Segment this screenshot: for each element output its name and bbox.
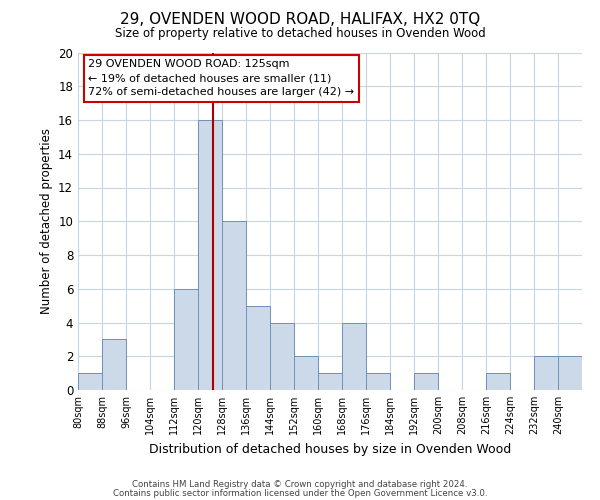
Text: Contains public sector information licensed under the Open Government Licence v3: Contains public sector information licen… (113, 490, 487, 498)
Bar (366, 373, 390, 390)
Bar (342, 322, 366, 390)
Bar (534, 356, 558, 390)
Bar (78, 373, 102, 390)
Y-axis label: Number of detached properties: Number of detached properties (40, 128, 53, 314)
Text: Size of property relative to detached houses in Ovenden Wood: Size of property relative to detached ho… (115, 28, 485, 40)
Bar (318, 373, 342, 390)
Bar (294, 356, 318, 390)
Text: 29 OVENDEN WOOD ROAD: 125sqm
← 19% of detached houses are smaller (11)
72% of se: 29 OVENDEN WOOD ROAD: 125sqm ← 19% of de… (88, 59, 354, 97)
Bar (198, 120, 222, 390)
Bar (222, 221, 246, 390)
Bar (270, 322, 294, 390)
Bar (414, 373, 438, 390)
Bar (102, 340, 126, 390)
Bar (486, 373, 510, 390)
X-axis label: Distribution of detached houses by size in Ovenden Wood: Distribution of detached houses by size … (149, 442, 511, 456)
Bar (174, 289, 198, 390)
Text: Contains HM Land Registry data © Crown copyright and database right 2024.: Contains HM Land Registry data © Crown c… (132, 480, 468, 489)
Text: 29, OVENDEN WOOD ROAD, HALIFAX, HX2 0TQ: 29, OVENDEN WOOD ROAD, HALIFAX, HX2 0TQ (120, 12, 480, 28)
Bar (246, 306, 270, 390)
Bar (558, 356, 582, 390)
